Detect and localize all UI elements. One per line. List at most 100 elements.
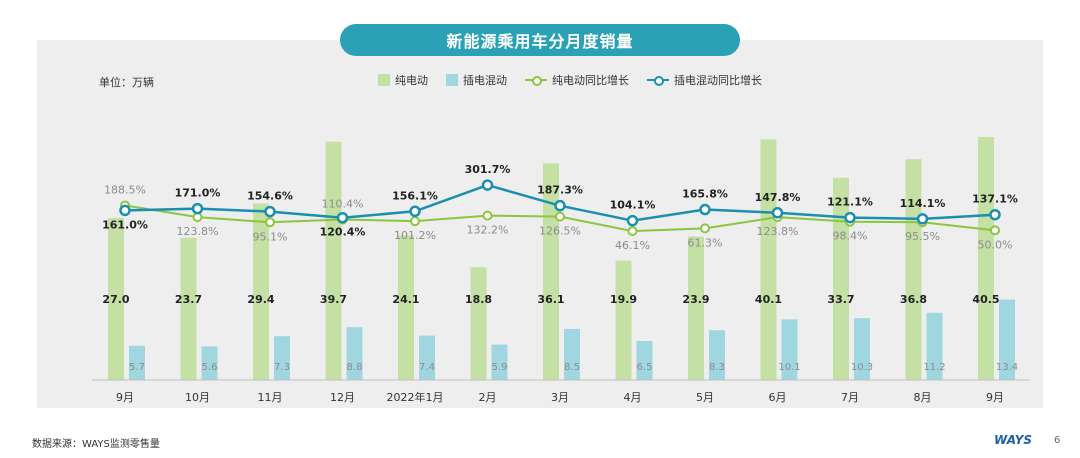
bev-value-label: 24.1: [392, 293, 419, 306]
x-tick-label: 12月: [330, 391, 355, 404]
legend-item-bev-growth: 纯电动同比增长: [525, 72, 629, 88]
phev-bar: [274, 336, 290, 380]
bev-bar: [180, 237, 197, 380]
phev-growth-label: 121.1%: [827, 196, 873, 209]
bev-value-label: 40.5: [972, 293, 999, 306]
phev-growth-point: [264, 205, 276, 218]
chart-title-text: 新能源乘用车分月度销量: [446, 32, 634, 51]
bev-growth-point: [555, 211, 565, 222]
bev-bar: [833, 177, 849, 380]
phev-bar: [636, 340, 653, 380]
x-tick-label: 11月: [258, 391, 283, 404]
phev-growth-label: 187.3%: [537, 184, 583, 197]
bev-growth-label: 95.1%: [253, 230, 288, 243]
x-tick-label: 9月: [116, 391, 134, 404]
bev-bar: [978, 136, 994, 380]
phev-growth-label: 147.8%: [755, 191, 801, 204]
phev-growth-point: [844, 211, 856, 224]
phev-growth-label: 171.0%: [175, 187, 221, 200]
bev-growth-label: 188.5%: [104, 183, 146, 196]
bev-growth-label: 101.2%: [394, 229, 436, 242]
phev-value-label: 8.5: [564, 362, 580, 373]
bev-growth-label: 126.5%: [539, 225, 581, 238]
x-tick-label: 9月: [986, 391, 1004, 404]
phev-growth-label: 104.1%: [610, 199, 656, 212]
phev-growth-point: [554, 199, 566, 212]
bev-value-label: 23.9: [682, 293, 709, 306]
bev-bar: [470, 267, 487, 380]
brand-logo: WAYS: [994, 433, 1033, 447]
bev-growth-label: 98.4%: [833, 230, 868, 243]
phev-value-label: 6.5: [637, 362, 653, 373]
phev-value-label: 5.7: [129, 362, 145, 373]
phev-value-label: 7.4: [419, 362, 435, 373]
bev-value-label: 39.7: [320, 293, 347, 306]
bev-growth-point: [265, 217, 275, 228]
phev-growth-label: 161.0%: [102, 218, 148, 231]
phev-value-label: 13.4: [996, 362, 1018, 373]
phev-growth-point: [191, 202, 204, 215]
phev-bar: [346, 327, 363, 380]
bev-value-label: 40.1: [755, 293, 782, 306]
phev-growth-point: [481, 179, 494, 191]
legend-swatch-bev: [378, 74, 390, 86]
legend-item-bev: 纯电动: [378, 72, 428, 88]
bev-value-label: 33.7: [827, 293, 854, 306]
bev-value-label: 29.4: [247, 293, 274, 306]
bev-growth-point: [990, 225, 1000, 236]
x-tick-label: 7月: [841, 391, 859, 404]
phev-value-label: 8.8: [347, 362, 363, 373]
phev-growth-point: [336, 211, 349, 224]
x-tick-label: 6月: [769, 391, 787, 404]
bev-value-label: 36.1: [537, 293, 564, 306]
phev-bar: [129, 345, 145, 380]
bev-value-label: 27.0: [102, 293, 129, 306]
phev-value-label: 10.3: [851, 362, 873, 373]
chart-title: 新能源乘用车分月度销量: [340, 24, 740, 56]
unit-label: 单位：万辆: [99, 76, 154, 89]
phev-bar: [564, 328, 580, 380]
legend-item-phev: 插电混动: [446, 72, 507, 88]
phev-value-label: 10.1: [778, 362, 800, 373]
x-tick-label: 4月: [624, 391, 642, 404]
phev-growth-label: 137.1%: [972, 193, 1018, 206]
phev-value-label: 5.9: [492, 362, 508, 373]
bev-value-label: 23.7: [175, 293, 202, 306]
legend-swatch-bev-growth: [525, 74, 547, 86]
bev-growth-label: 123.8%: [757, 225, 799, 238]
bev-growth-label: 123.8%: [177, 225, 219, 238]
x-tick-label: 10月: [185, 391, 210, 404]
legend-label-phev-growth: 插电混动同比增长: [674, 74, 762, 87]
phev-growth-point: [626, 214, 639, 227]
phev-growth-point: [916, 213, 929, 225]
bev-bar: [108, 217, 124, 380]
bev-growth-point: [410, 216, 420, 227]
legend-label-phev: 插电混动: [463, 74, 507, 87]
phev-value-label: 7.3: [274, 362, 290, 373]
phev-bar: [926, 312, 943, 380]
phev-growth-point: [771, 207, 784, 219]
bev-growth-label: 110.4%: [322, 198, 364, 211]
bev-value-label: 19.9: [610, 293, 637, 306]
legend-label-bev-growth: 纯电动同比增长: [552, 74, 629, 87]
x-tick-label: 5月: [696, 391, 714, 404]
phev-growth-label: 154.6%: [247, 190, 293, 203]
bev-bar: [905, 159, 922, 380]
phev-growth-point: [409, 205, 421, 218]
bev-growth-label: 61.3%: [688, 236, 723, 249]
bev-value-label: 18.8: [465, 293, 492, 306]
bev-growth-label: 132.2%: [467, 224, 509, 237]
x-tick-label: 3月: [551, 391, 569, 404]
phev-value-label: 8.3: [709, 362, 725, 373]
phev-growth-point: [119, 204, 131, 217]
phev-bar: [781, 319, 798, 380]
phev-growth-point: [989, 208, 1001, 221]
bev-growth-label: 95.5%: [905, 230, 940, 243]
data-source: 数据来源：WAYS监测零售量: [32, 439, 160, 450]
phev-bar: [201, 346, 218, 380]
legend-item-phev-growth: 插电混动同比增长: [647, 72, 762, 88]
legend-swatch-phev: [446, 74, 458, 86]
bev-growth-point: [627, 226, 638, 237]
phev-growth-label: 156.1%: [392, 189, 438, 202]
